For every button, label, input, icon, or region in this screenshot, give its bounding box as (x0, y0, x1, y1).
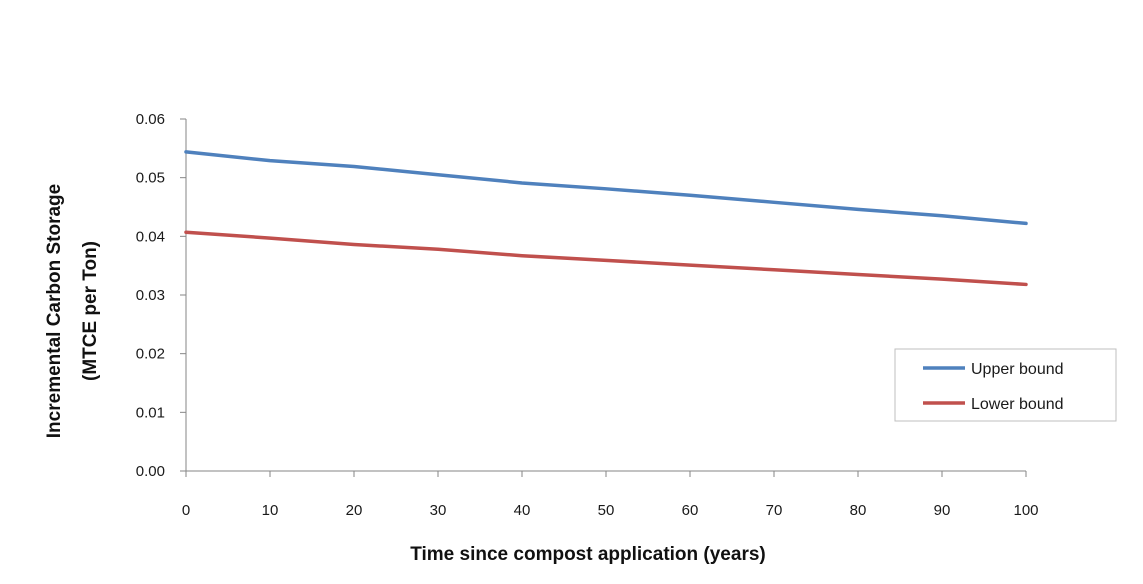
x-tick-label: 50 (598, 502, 615, 519)
y-axis-title: Incremental Carbon Storage (MTCE per Ton… (44, 184, 101, 438)
y-tick-label: 0.04 (136, 228, 165, 245)
y-tick-label: 0.03 (136, 287, 165, 304)
x-tick-label: 30 (430, 502, 447, 519)
plot-area (184, 150, 1028, 287)
x-tick-label: 90 (934, 502, 951, 519)
series-line-lower-bound (184, 230, 1028, 287)
y-tick-label: 0.01 (136, 404, 165, 421)
y-axis-title-line1: Incremental Carbon Storage (44, 184, 65, 438)
legend-label: Upper bound (971, 361, 1064, 378)
y-tick-label: 0.02 (136, 346, 165, 363)
x-tick-label: 100 (1013, 502, 1038, 519)
legend: Upper bound Lower bound (894, 348, 1117, 422)
x-tick-label: 80 (850, 502, 867, 519)
x-tick-label: 40 (514, 502, 531, 519)
legend-label: Lower bound (971, 396, 1064, 413)
y-tick-label: 0.06 (136, 111, 165, 128)
x-tick-label: 10 (262, 502, 279, 519)
series-line-upper-bound (184, 150, 1028, 226)
y-axis: 0.00 0.01 0.02 0.03 0.04 0.05 0.06 (136, 111, 187, 480)
y-tick-label: 0.00 (136, 463, 165, 480)
x-tick-label: 20 (346, 502, 363, 519)
y-axis-title-line2: (MTCE per Ton) (80, 241, 101, 381)
x-tick-label: 70 (766, 502, 783, 519)
x-axis: 0 10 20 30 40 50 60 70 80 90 100 (182, 470, 1039, 519)
y-tick-label: 0.05 (136, 170, 165, 187)
legend-box (894, 348, 1117, 422)
x-axis-title: Time since compost application (years) (410, 544, 765, 565)
x-tick-label: 0 (182, 502, 190, 519)
x-tick-label: 60 (682, 502, 699, 519)
